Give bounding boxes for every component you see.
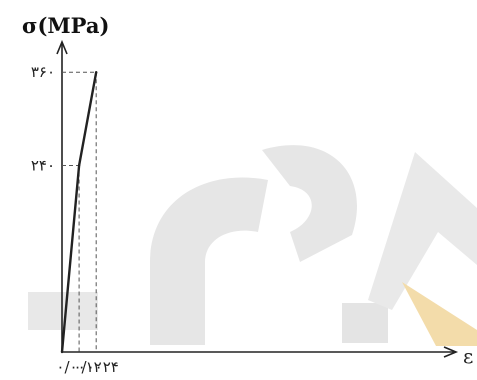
guide-lines bbox=[62, 71, 97, 352]
x-axis-arrow bbox=[443, 346, 459, 358]
watermark-logo bbox=[28, 145, 477, 346]
y-tick-label-1: ۳۶۰ bbox=[31, 63, 55, 81]
x-axis-label: ε bbox=[463, 344, 473, 368]
y-tick-label-0: ۲۴۰ bbox=[31, 156, 55, 174]
y-axis-arrow bbox=[56, 39, 68, 55]
curve-layer bbox=[60, 71, 98, 354]
data-point-0 bbox=[60, 350, 64, 354]
data-point-2 bbox=[94, 71, 98, 74]
y-axis-label: σ(MPa) bbox=[22, 13, 109, 38]
axes bbox=[56, 39, 459, 358]
data-point-1 bbox=[77, 164, 81, 167]
x-tick-label-1: ۰/۰۰۲۴ bbox=[74, 358, 119, 376]
x-tick-label-0: ۰/۰۰۱۲ bbox=[56, 358, 101, 376]
